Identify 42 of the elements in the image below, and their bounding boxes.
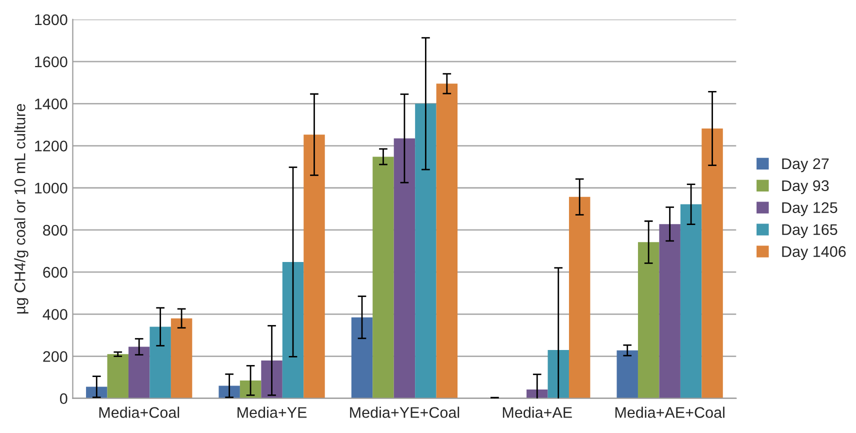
bar — [680, 204, 702, 398]
bar — [415, 104, 436, 398]
x-tick-label: Media+YE — [238, 406, 307, 418]
bar — [351, 317, 373, 398]
y-axis-title: µg CH4/g coal or 10 mL culture — [14, 104, 28, 314]
bar — [436, 84, 458, 398]
y-tick-label: 1200 — [35, 140, 68, 152]
legend-label: Day 1406 — [782, 246, 846, 260]
bar — [261, 360, 282, 398]
bar — [702, 128, 723, 398]
bar — [304, 134, 325, 398]
x-tick-label: Media+Coal — [99, 406, 180, 418]
bar — [548, 350, 569, 398]
legend-label: Day 165 — [782, 224, 838, 238]
x-tick-label: Media+AE — [502, 406, 572, 418]
legend-label: Day 125 — [782, 202, 838, 216]
bar — [616, 350, 638, 398]
bar — [638, 242, 660, 398]
bar — [659, 224, 680, 398]
bar — [170, 318, 192, 398]
bar — [107, 354, 128, 398]
bar — [240, 380, 262, 398]
y-tick-label: 600 — [43, 266, 68, 278]
legend-label: Day 27 — [782, 158, 829, 172]
x-tick-label: Media+AE+Coal — [615, 406, 724, 418]
bar — [150, 326, 171, 398]
y-tick-label: 0 — [60, 393, 68, 404]
bar — [128, 346, 150, 398]
bar — [372, 156, 394, 398]
y-tick-label: 1800 — [35, 14, 68, 26]
bar — [282, 262, 304, 398]
x-tick-label: Media+YE+Coal — [350, 406, 460, 418]
bar — [568, 196, 590, 398]
y-tick-label: 800 — [43, 224, 68, 236]
y-tick-label: 400 — [42, 309, 68, 320]
bar — [526, 390, 548, 398]
y-tick-label: 1000 — [35, 182, 68, 194]
y-tick-label: 200 — [43, 351, 68, 362]
y-tick-label: 1600 — [35, 56, 68, 68]
y-tick-label: 1400 — [35, 98, 68, 110]
legend-label: Day 93 — [782, 180, 829, 194]
bar — [394, 138, 416, 398]
